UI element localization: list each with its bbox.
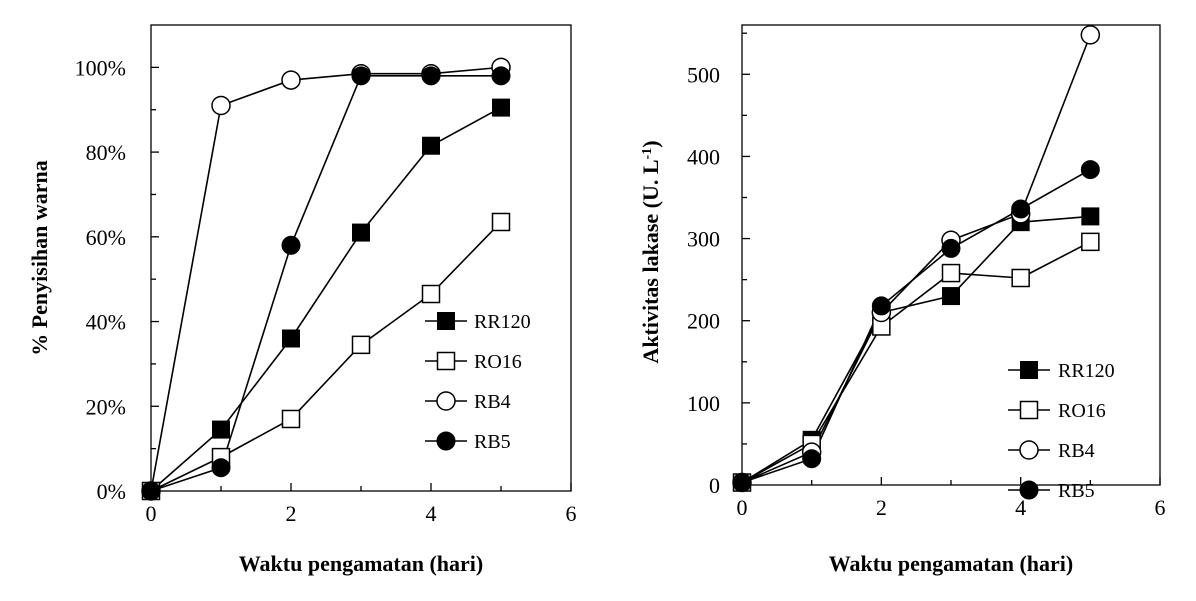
data-point-RR120 [352, 223, 370, 242]
legend-marker-RO16 [436, 351, 456, 371]
legend-marker-RO16 [1019, 400, 1039, 420]
x-tick-label: 2 [876, 495, 887, 520]
data-point-RO16 [1011, 268, 1030, 288]
series-line-RB5 [150, 75, 501, 492]
x-axis-title: Waktu pengamatan (hari) [829, 551, 1073, 576]
series-line-RB5 [741, 168, 1091, 484]
y-tick-label: 0% [97, 479, 126, 504]
y-tick-label: 400 [687, 144, 720, 169]
legend-label-RB5: RB5 [474, 431, 511, 453]
chart-2: 0 2 4 6 0 100 200 300 400 500 Waktu pengamatan (ha… [638, 24, 1166, 576]
data-point-RB4 [281, 70, 301, 90]
legend-label-RO16: RO16 [1058, 400, 1106, 422]
data-point-RO16 [941, 263, 961, 283]
data-point-RR120 [282, 329, 300, 348]
data-point-RR120 [422, 136, 440, 155]
y-tick-label: 500 [687, 62, 720, 87]
data-point-RB5 [732, 473, 752, 493]
y-tick-label: 300 [687, 227, 720, 252]
data-point-RB5 [141, 481, 161, 501]
data-point-RB5 [211, 458, 231, 478]
legend: RR120 RO16 RB4 RB5 [1008, 360, 1115, 502]
x-tick-label: 2 [286, 501, 297, 526]
x-tick-label: 6 [1155, 495, 1166, 520]
data-point-RB5 [421, 66, 441, 86]
y-tick-label: 40% [86, 310, 126, 335]
data-point-RO16 [281, 409, 301, 429]
legend-marker-RR120 [437, 312, 455, 330]
data-point-RB5 [1080, 160, 1100, 180]
legend: RR120 RO16 RB4 RB5 [425, 311, 531, 453]
data-point-RB5 [941, 238, 961, 258]
y-tick-label: 80% [86, 140, 126, 165]
series-line-RR120 [741, 215, 1091, 484]
legend-label-RR120: RR120 [1058, 360, 1115, 382]
x-axis-title: Waktu pengamatan (hari) [239, 551, 483, 576]
data-point-RB5 [871, 296, 891, 316]
x-tick-label: 6 [566, 501, 577, 526]
data-point-RR120 [1081, 207, 1100, 226]
legend-label-RB4: RB4 [1058, 440, 1095, 462]
y-tick-label: 20% [86, 394, 126, 419]
y-axis-title: Aktivitas lakase (U. L-1) [638, 140, 663, 363]
y-axis-title: % Penyisihan warna [27, 160, 52, 356]
legend-marker-RB5 [436, 431, 456, 451]
x-tick-label: 4 [426, 501, 437, 526]
x-tick-label: 0 [737, 495, 748, 520]
x-tick-label: 0 [146, 501, 157, 526]
legend-label-RB4: RB4 [474, 391, 511, 413]
y-tick-label: 100% [75, 55, 126, 80]
data-point-RO16 [351, 335, 371, 355]
data-point-RB5 [281, 235, 301, 255]
series-line-RR120 [150, 106, 502, 492]
data-point-RR120 [942, 287, 960, 306]
legend-marker-RR120 [1020, 361, 1038, 379]
data-point-RB5 [351, 66, 371, 86]
data-point-RB4 [1080, 25, 1101, 45]
legend-label-RO16: RO16 [474, 351, 522, 373]
y-axis-title-suffix: ) [638, 140, 663, 147]
legend-label-RB5: RB5 [1058, 480, 1095, 502]
y-tick-label: 100 [687, 391, 720, 416]
chart-1: 0 2 4 60%20%40%60%80%100%Waktu pengamatan (… [27, 24, 577, 576]
x-tick-label: 4 [1015, 495, 1026, 520]
data-point-RR120 [212, 420, 230, 439]
data-point-RO16 [421, 284, 441, 304]
legend-marker-RB4 [1019, 440, 1039, 460]
data-point-RB5 [491, 66, 511, 86]
data-point-RO16 [491, 212, 511, 232]
legend-label-RR120: RR120 [474, 311, 531, 333]
y-tick-label: 0 [709, 473, 720, 498]
data-point-RO16 [1081, 232, 1100, 252]
y-tick-label: 200 [687, 309, 720, 334]
y-axis-title-superscript: -1 [640, 148, 655, 160]
data-point-RR120 [492, 98, 510, 117]
series-line-RB4 [150, 66, 502, 492]
y-tick-label: 60% [86, 225, 126, 250]
legend-marker-RB4 [436, 391, 456, 411]
legend-marker-RB5 [1019, 480, 1039, 500]
series-line-RO16 [741, 241, 1091, 484]
data-point-RB4 [211, 95, 231, 116]
data-point-RB5 [802, 449, 822, 469]
data-point-RB5 [1011, 199, 1031, 219]
series-line-RO16 [150, 221, 502, 492]
